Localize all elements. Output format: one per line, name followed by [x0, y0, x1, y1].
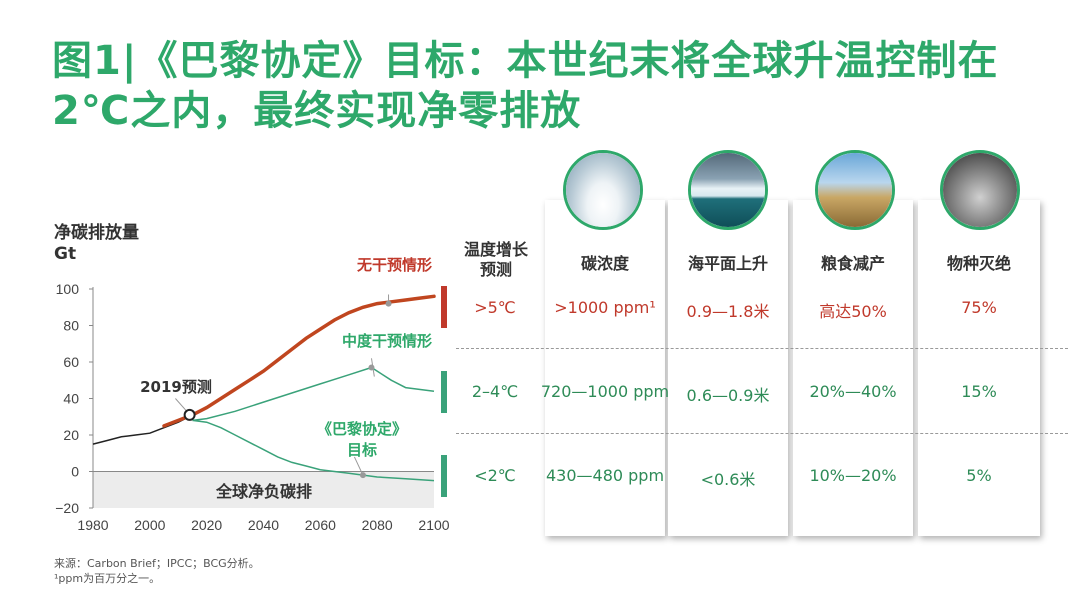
annotation-point [368, 364, 375, 371]
temp-growth-header: 温度增长预测 [463, 240, 528, 279]
iceberg-photo [688, 150, 768, 230]
clouds-photo [563, 150, 643, 230]
row-separator [456, 433, 1068, 434]
header-food: 粮食减产 [820, 254, 885, 273]
y-tick-label: −20 [55, 500, 79, 516]
chart-ylabel-metric: 净碳排放量 [54, 223, 139, 243]
label-net-negative: 全球净负碳排 [215, 482, 312, 501]
cell-sea-level-row3: <0.6米 [700, 470, 756, 489]
row-separator [456, 348, 1068, 349]
column-card-species [918, 200, 1040, 536]
paris-target-line [192, 419, 435, 482]
moderate-intervention-line [192, 366, 435, 422]
cell-food-row1: 高达50% [819, 302, 887, 321]
annotation-point [359, 472, 366, 479]
header-concentration: 碳浓度 [580, 254, 629, 273]
y-tick-label: 40 [63, 391, 79, 407]
y-tick-label: 100 [56, 281, 80, 297]
cell-sea-level-row1: 0.9—1.8米 [686, 302, 770, 321]
temp-bar-low [441, 455, 447, 497]
leader-line-2019 [175, 398, 188, 412]
x-tick-label: 2020 [191, 517, 222, 533]
x-tick-label: 1980 [77, 517, 108, 533]
annotation-point [385, 300, 392, 307]
y-tick-label: 0 [71, 464, 79, 480]
temp-row-2: 2–4℃ [471, 382, 519, 401]
cell-food-row3: 10%—20% [809, 466, 897, 485]
cell-concentration-row3: 430—480 ppm [545, 466, 665, 485]
y-tick-label: 60 [63, 354, 79, 370]
cell-sea-level-row2: 0.6—0.9米 [686, 386, 770, 405]
label-moderate-intervention: 中度干预情形 [342, 332, 432, 350]
cell-concentration-row2: 720—1000 ppm [540, 382, 670, 401]
label-paris-line1: 《巴黎协定》 [317, 420, 407, 438]
label-paris-line2: 目标 [347, 441, 377, 459]
y-tick-label: 80 [63, 318, 79, 334]
forecast-2019-marker [183, 408, 196, 421]
cell-species-row2: 15% [961, 382, 997, 401]
animals-photo [940, 150, 1020, 230]
cell-species-row1: 75% [961, 298, 997, 317]
page-title-line-1: 图1|《巴黎协定》目标：本世纪末将全球升温控制在 [52, 38, 999, 84]
temp-row-1: >5℃ [474, 298, 516, 317]
column-card-concentration [545, 200, 665, 536]
label-no-intervention: 无干预情形 [356, 256, 432, 274]
ppm-footnote: ¹ppm为百万分之一。 [54, 572, 161, 585]
x-tick-label: 2040 [248, 517, 279, 533]
cell-concentration-row1: >1000 ppm¹ [554, 298, 656, 317]
wheat-photo [815, 150, 895, 230]
column-card-sea-level [668, 200, 788, 536]
leader-line-paris [353, 456, 364, 476]
page-title-line-2: 2℃之内，最终实现净零排放 [52, 88, 582, 134]
source-footnote: 来源：Carbon Brief；IPCC；BCG分析。 [54, 557, 260, 570]
cell-species-row3: 5% [966, 466, 992, 485]
temp-bar-high [441, 286, 447, 328]
x-tick-label: 2100 [418, 517, 449, 533]
temp-bar-mid [441, 371, 447, 413]
chart-ylabel-unit: Gt [54, 244, 77, 264]
header-sea-level: 海平面上升 [687, 254, 768, 273]
no-intervention-line [162, 294, 436, 428]
y-tick-label: 20 [63, 427, 79, 443]
x-tick-label: 2080 [362, 517, 393, 533]
header-species: 物种灭绝 [946, 254, 1011, 273]
x-tick-label: 2000 [134, 517, 165, 533]
temp-row-3: <2℃ [474, 466, 516, 485]
x-tick-label: 2060 [305, 517, 336, 533]
cell-food-row2: 20%—40% [809, 382, 897, 401]
label-2019-forecast: 2019预测 [140, 378, 212, 396]
column-card-food [793, 200, 913, 536]
